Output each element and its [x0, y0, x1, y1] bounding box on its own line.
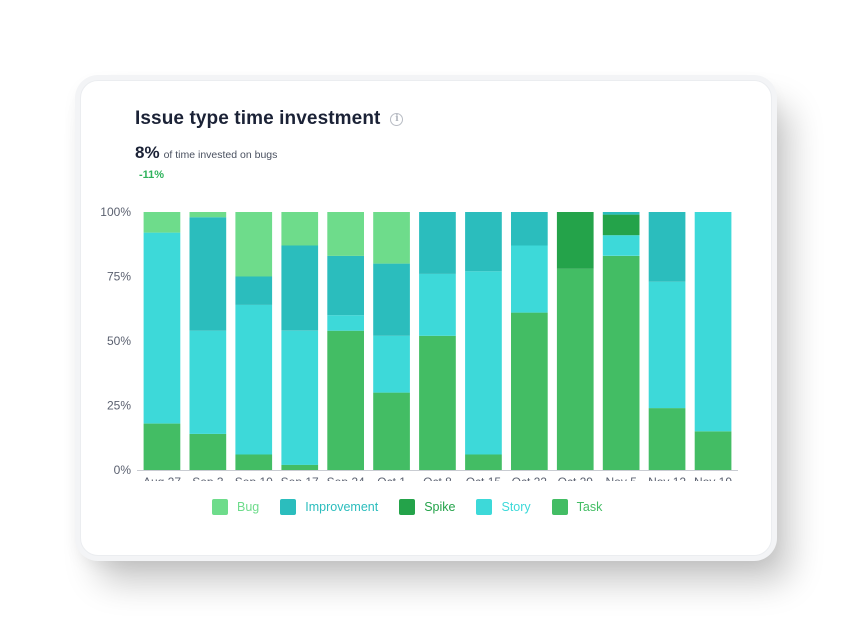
bar-segment-improvement[interactable] [235, 276, 273, 305]
metric-value: 8% [135, 143, 160, 162]
info-icon[interactable]: i [390, 112, 404, 126]
legend-label: Bug [237, 500, 260, 514]
bar-segment-task[interactable] [511, 312, 548, 470]
bar-segment-bug[interactable] [235, 212, 273, 277]
y-tick-label: 0% [114, 463, 132, 477]
legend-swatch [280, 499, 297, 515]
legend-item-story[interactable]: Story [476, 499, 531, 515]
stacked-bar-chart: 0% 25% 50% 75% 100% Aug 27 Sep 3 Sep 10 Sep 17 Se… [100, 205, 738, 481]
legend-label: Spike [424, 500, 456, 514]
card-title: Issue type time investment [135, 108, 381, 129]
legend-label: Story [501, 500, 531, 514]
bar-segment-task[interactable] [602, 255, 640, 470]
y-tick-label: 75% [107, 270, 131, 284]
x-tick-label: Sep 17 [281, 475, 319, 481]
legend-swatch [476, 499, 493, 515]
bar-segment-task[interactable] [465, 454, 502, 471]
legend-item-spike[interactable]: Spike [399, 499, 455, 515]
metric-label: of time invested on bugs [163, 149, 278, 161]
chart-card: Issue type time investment i 8% of time … [80, 80, 772, 556]
bar-segment-story[interactable] [235, 304, 273, 455]
bar-segment-improvement[interactable] [465, 212, 502, 272]
bar-segment-task[interactable] [648, 408, 686, 470]
bar-segment-story[interactable] [143, 232, 181, 424]
bar-segment-story[interactable] [419, 273, 456, 336]
x-tick-label: Sep 3 [192, 475, 224, 481]
legend-item-improvement[interactable]: Improvement [280, 499, 378, 515]
bar-segment-bug[interactable] [373, 212, 410, 264]
legend-swatch [551, 499, 568, 515]
legend-swatch [399, 499, 416, 515]
bar-segment-bug[interactable] [327, 212, 364, 256]
bar-segment-task[interactable] [373, 392, 410, 470]
x-tick-label: Oct 15 [466, 475, 502, 481]
bar-segment-task[interactable] [281, 464, 319, 470]
bar-segment-bug[interactable] [189, 212, 227, 218]
bar-segment-improvement[interactable] [648, 212, 686, 282]
bar-segment-story[interactable] [465, 271, 502, 455]
bar-segment-task[interactable] [694, 431, 732, 470]
bar-segment-story[interactable] [694, 212, 732, 432]
bar-segment-task[interactable] [327, 330, 364, 470]
y-tick-label: 25% [107, 399, 131, 413]
legend-label: Task [576, 500, 603, 514]
bar-segment-story[interactable] [327, 315, 364, 331]
x-tick-label: Oct 8 [423, 475, 452, 481]
title-row: Issue type time investment i [135, 108, 404, 130]
bar-segment-improvement[interactable] [602, 212, 640, 215]
bar-segment-task[interactable] [556, 268, 594, 470]
y-tick-label: 100% [100, 205, 131, 219]
metric-row: 8% of time invested on bugs [135, 143, 277, 163]
bar-segment-spike[interactable] [602, 214, 640, 236]
bar-segment-task[interactable] [235, 454, 273, 471]
legend-swatch [212, 499, 228, 515]
bar-segment-story[interactable] [511, 245, 548, 313]
metric-change: -11% [139, 169, 165, 181]
legend-label: Improvement [305, 500, 379, 514]
x-tick-label: Sep 10 [235, 475, 273, 481]
bar-segment-task[interactable] [189, 433, 227, 470]
bar-segment-improvement[interactable] [511, 212, 548, 246]
x-tick-label: Nov 12 [648, 475, 686, 481]
x-tick-label: Sep 24 [327, 475, 365, 481]
bar-segment-story[interactable] [602, 235, 640, 256]
bar-segment-improvement[interactable] [373, 263, 410, 336]
bar-segment-bug[interactable] [281, 212, 319, 246]
bar-segment-spike[interactable] [556, 212, 594, 269]
bar-segment-story[interactable] [373, 335, 410, 393]
bar-segment-story[interactable] [648, 281, 686, 409]
legend-item-bug[interactable]: Bug [212, 499, 259, 515]
bar-segment-improvement[interactable] [327, 255, 364, 316]
legend-item-task[interactable]: Task [551, 499, 603, 515]
bar-segment-task[interactable] [419, 335, 456, 470]
bar-segment-bug[interactable] [143, 212, 181, 233]
x-tick-label: Aug 27 [143, 475, 181, 481]
bar-segment-improvement[interactable] [281, 245, 319, 331]
bar-segment-improvement[interactable] [189, 217, 227, 331]
x-tick-label: Nov 19 [694, 475, 732, 481]
y-tick-label: 50% [107, 334, 131, 348]
bar-segment-improvement[interactable] [419, 212, 456, 274]
chart-legend: Bug Improvement Spike Story Task [212, 499, 623, 515]
bar-segment-story[interactable] [281, 330, 319, 465]
bar-segment-story[interactable] [189, 330, 227, 434]
x-tick-label: Oct 22 [512, 475, 548, 481]
bar-segment-task[interactable] [143, 423, 181, 470]
x-tick-label: Oct 29 [558, 475, 594, 481]
x-tick-label: Nov 5 [606, 475, 638, 481]
x-tick-label: Oct 1 [377, 475, 406, 481]
